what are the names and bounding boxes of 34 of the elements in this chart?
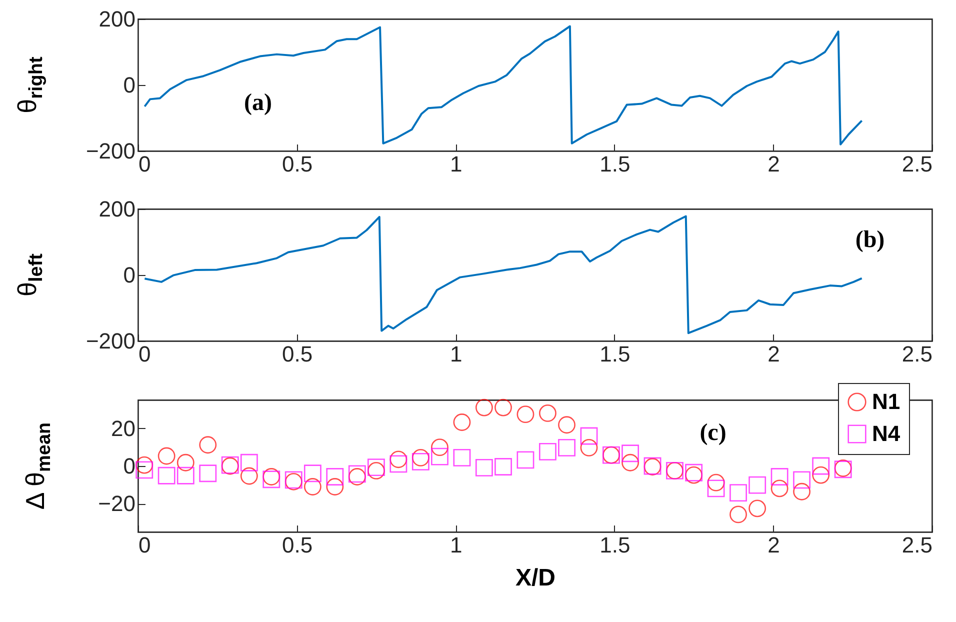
x-axis-title: X/D	[515, 564, 556, 592]
x-tick-label: 0	[138, 342, 151, 366]
y-tick-label: 20	[111, 416, 136, 441]
y-tick-label: −200	[86, 138, 136, 164]
x-tick-label: 1	[450, 152, 462, 176]
legend-label: N4	[872, 421, 901, 446]
x-tick-label: 0.5	[282, 342, 313, 366]
x-tick-label: 0.5	[282, 152, 313, 176]
x-tick-label: 2.5	[902, 152, 932, 176]
x-tick-label: 2.5	[902, 532, 932, 558]
x-tick-label: 2	[768, 152, 780, 176]
x-tick-label: 2	[768, 342, 780, 366]
annotation: (b)	[855, 227, 885, 253]
y-tick-label: 200	[98, 196, 136, 222]
x-tick-label: 0	[138, 152, 151, 176]
annotation: (c)	[700, 420, 726, 446]
y-tick-label: 0	[123, 454, 136, 478]
x-tick-label: 0.5	[282, 532, 313, 558]
y-tick-label: 0	[123, 72, 136, 98]
line-series	[144, 25, 863, 146]
annotation: (a)	[244, 90, 272, 116]
x-tick-label: 2.5	[902, 342, 932, 366]
x-tick-label: 1.5	[600, 532, 630, 558]
y-tick-label: −20	[98, 491, 136, 516]
x-tick-label: 1.5	[600, 152, 630, 176]
y-tick-label: 200	[98, 6, 136, 32]
x-tick-label: 1	[450, 532, 462, 558]
y-tick-label: 0	[123, 262, 136, 288]
x-tick-label: 1	[450, 342, 462, 366]
x-tick-label: 2	[768, 532, 780, 558]
y-tick-label: −200	[86, 328, 136, 354]
legend-label: N1	[872, 389, 900, 414]
x-tick-label: 1.5	[600, 342, 630, 366]
x-tick-label: 0	[138, 532, 151, 558]
